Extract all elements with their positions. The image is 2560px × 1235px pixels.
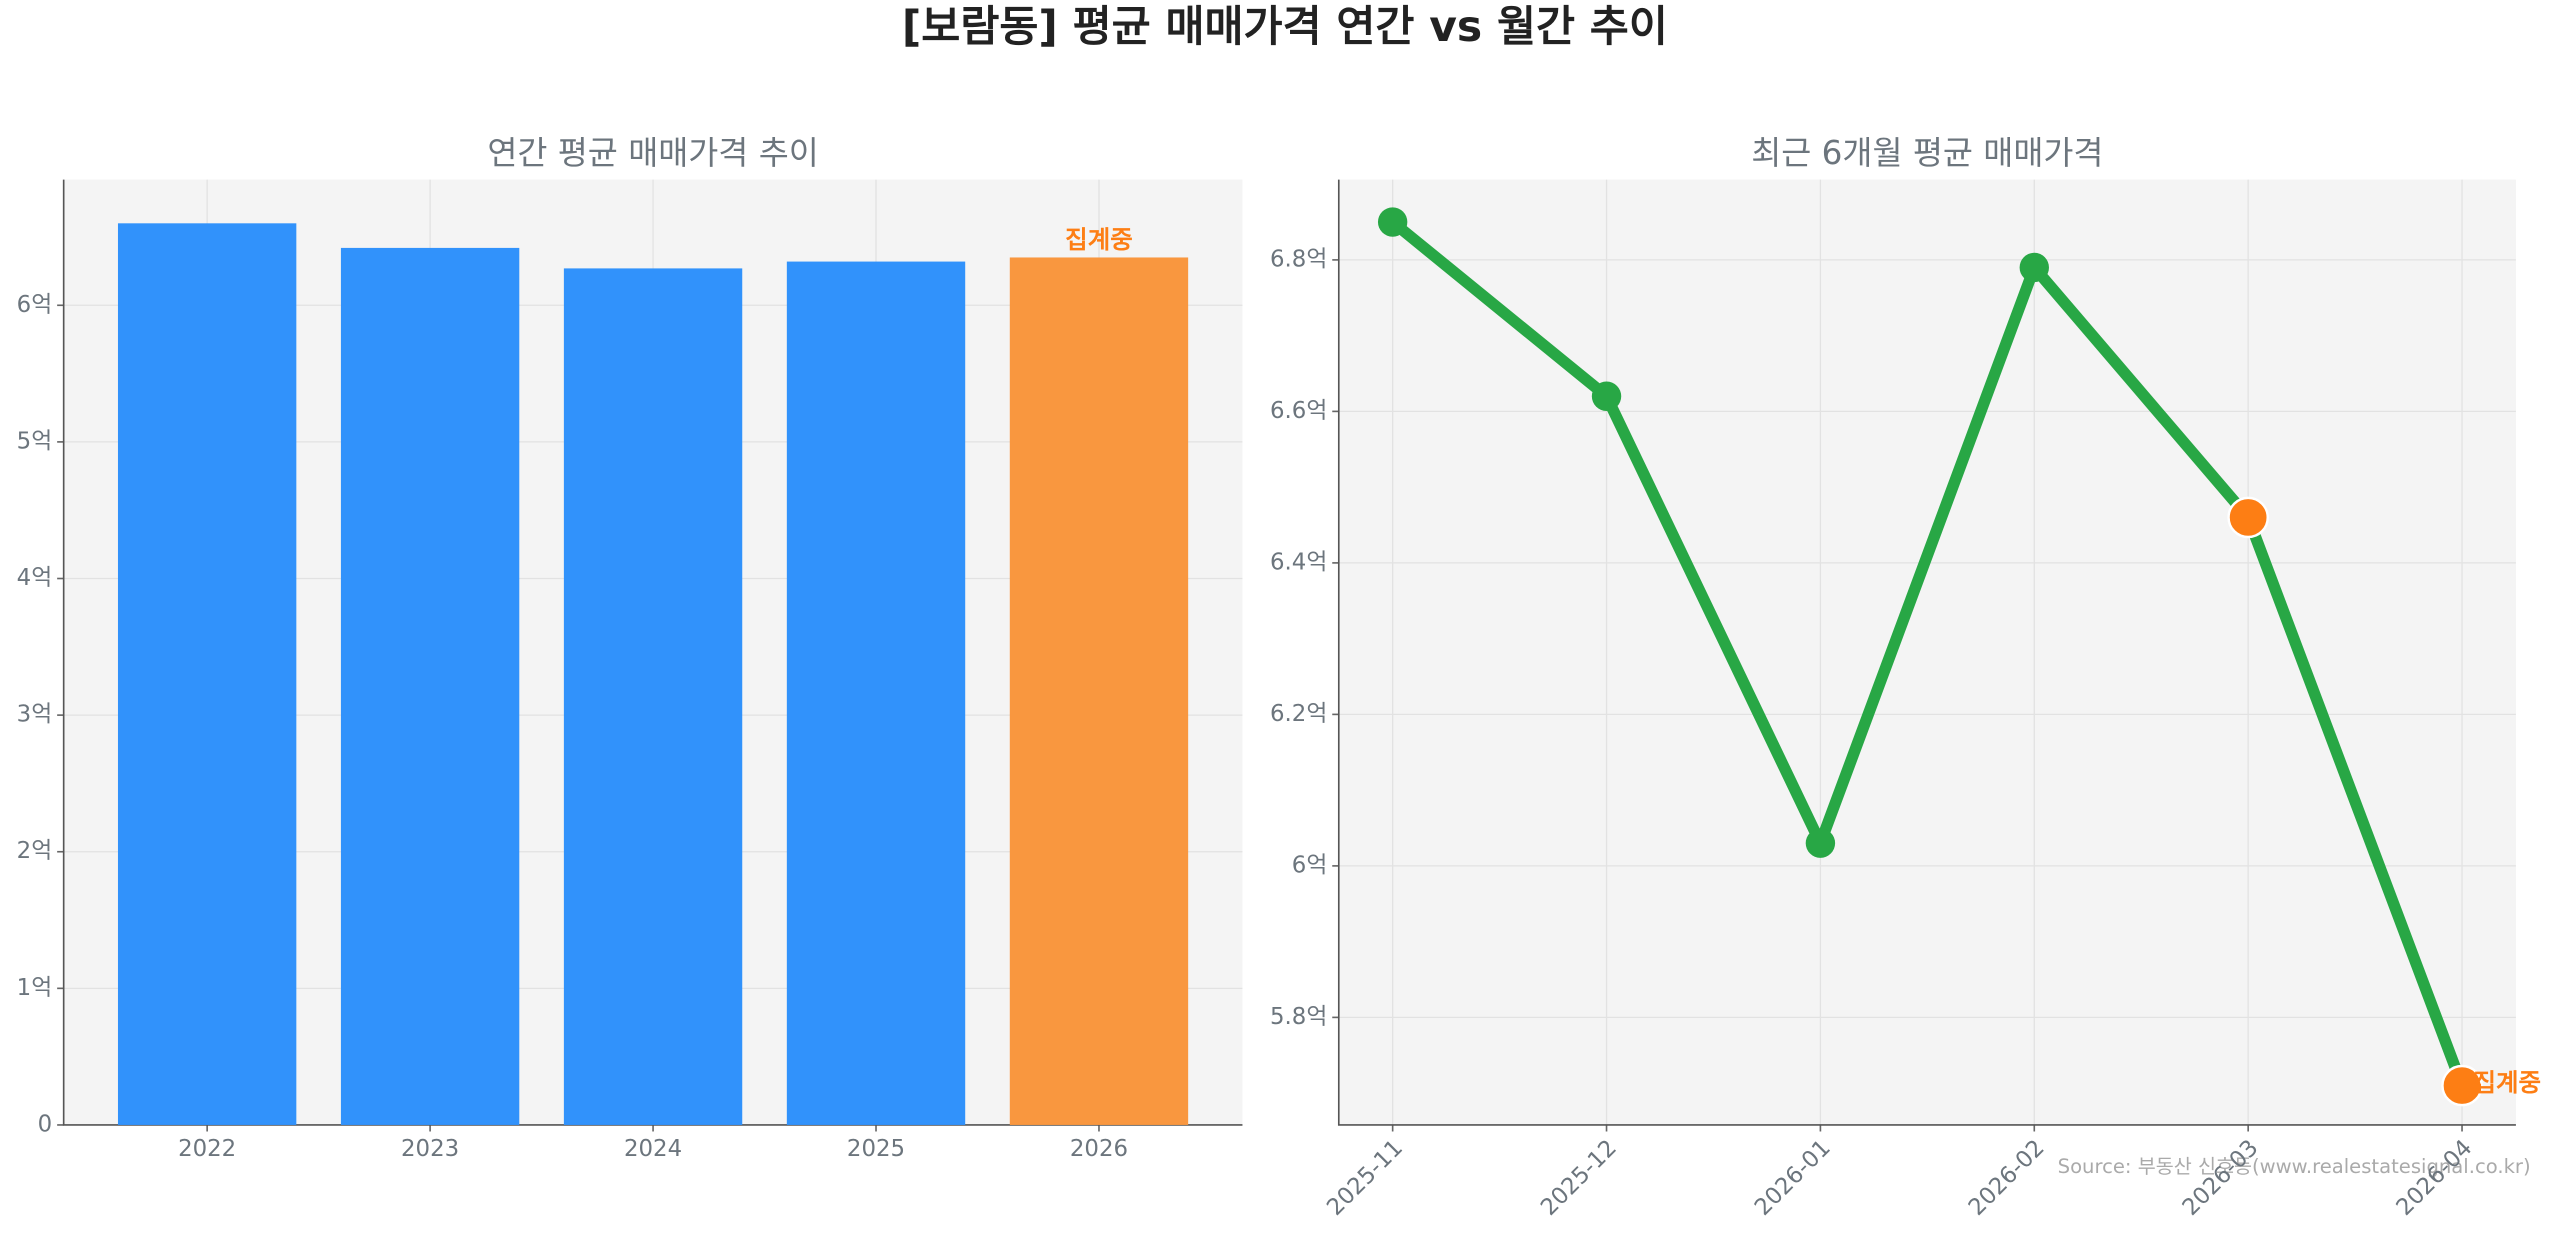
source: Source: 부동산 신호등(www.realestatesignal.co.… [2058, 1155, 2531, 1178]
axis [1337, 179, 2516, 1126]
x-tick-label: 2025-11 [1322, 1135, 1408, 1221]
x-tick-label: 2026-02 [1964, 1135, 2050, 1221]
x-tick-label: 2022 [178, 1136, 236, 1162]
x-tick-label: 2026-01 [1750, 1135, 1836, 1221]
y-tick-label: 4억 [17, 565, 53, 591]
y-tick-label: 5억 [17, 428, 53, 454]
x-tick-label: 2024 [624, 1136, 682, 1162]
point [2227, 496, 2269, 539]
y-tick-label: 0 [38, 1111, 53, 1137]
y-tick-label: 3억 [17, 702, 53, 728]
y-tick-label: 5.8억 [1270, 1004, 1327, 1030]
subplot-title: 연간 평균 매매가격 추이 [487, 134, 818, 172]
annotation: 집계중 [1065, 225, 1133, 254]
bar [563, 268, 743, 1125]
bar [786, 261, 966, 1125]
y-tick-label: 1억 [17, 975, 53, 1001]
y-tick-label: 2억 [17, 838, 53, 864]
y-tick-label: 6.8억 [1270, 246, 1327, 272]
y-tick-label: 6.4억 [1270, 549, 1327, 575]
bar [1009, 257, 1189, 1125]
y-tick-label: 6.2억 [1270, 701, 1327, 727]
x-tick-label: 2026-04 [2392, 1135, 2478, 1221]
point [1377, 207, 1408, 237]
y-tick-label: 6.6억 [1270, 398, 1327, 424]
point [2019, 252, 2049, 283]
x-tick-label: 2025-12 [1536, 1135, 1622, 1221]
point [1805, 828, 1836, 858]
bar [117, 223, 297, 1125]
bar [340, 247, 520, 1125]
point [1591, 381, 1622, 411]
annotation: 집계중 [2473, 1068, 2541, 1097]
page-title: [보람동] 평균 매매가격 연간 vs 월간 추이 [902, 3, 1668, 52]
x-tick-label: 2026-03 [2178, 1135, 2264, 1221]
x-tick-label: 2023 [401, 1136, 459, 1162]
x-tick-label: 2025 [847, 1136, 905, 1162]
y-tick-label: 6억 [1292, 852, 1328, 878]
point [2441, 1064, 2483, 1107]
subplot-title: 최근 6개월 평균 매매가격 [1751, 134, 2103, 172]
x-tick-label: 2026 [1070, 1136, 1128, 1162]
line [1389, 217, 2468, 1088]
y-tick-label: 6억 [17, 292, 53, 318]
